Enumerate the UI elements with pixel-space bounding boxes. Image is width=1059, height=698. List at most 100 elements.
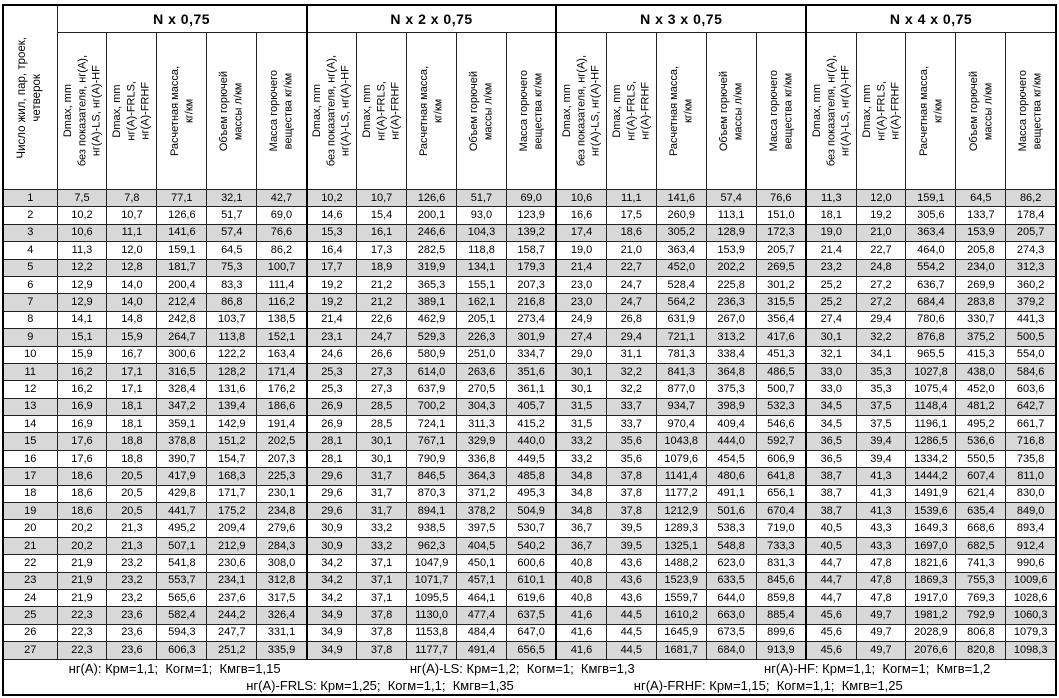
cell: 38,7 [805,484,857,504]
column-header: Объем горючей массы л/км [206,32,258,190]
cell: 57,4 [206,223,258,243]
cell: 30,1 [805,328,857,347]
cell: 450,1 [456,554,507,573]
cell: 21,2 [356,293,408,312]
cell: 16,4 [305,241,358,260]
cell: 1060,3 [1005,606,1057,625]
table-body: 1 7,5 7,8 77,1 32,1 42,7 10,2 10,7 126,6 51,7 69,0… [2,188,1057,660]
cell: 40,8 [555,554,607,573]
cell: 237,6 [206,588,258,608]
cell: 179,3 [505,258,557,277]
cell: 894,1 [406,502,457,521]
cell: 415,2 [505,415,557,434]
cell: 528,4 [655,275,707,295]
cell: 363,4 [655,241,707,260]
corner-header: Число жил, пар, троек, четверок [16,36,44,159]
cell: 40,5 [805,536,857,556]
cell: 37,1 [356,554,408,573]
cell: 29,6 [305,467,358,486]
cell: 335,9 [256,641,308,660]
cell: 305,2 [655,223,707,243]
cell: 23,2 [106,571,158,590]
cell: 163,4 [256,345,308,364]
cell: 171,4 [256,362,308,382]
cell: 32,1 [206,188,258,208]
cell: 34,2 [305,571,358,590]
row-number: 15 [2,432,58,451]
cell: 491,1 [705,484,757,504]
cell: 700,2 [406,397,457,417]
cell: 546,6 [755,415,807,434]
cell: 29,6 [305,484,358,504]
cell: 38,7 [805,502,857,521]
cell: 21,4 [805,241,857,260]
cell: 47,8 [855,571,907,590]
cell: 670,4 [755,502,807,521]
cell: 553,7 [156,571,208,590]
cell: 1071,7 [406,571,457,590]
cell: 42,7 [256,188,308,208]
cell: 15,4 [356,206,408,225]
cell: 23,2 [805,258,857,277]
column-header-label: Расчетная масса, кг/км [667,65,695,157]
cell: 7,5 [56,188,108,208]
cell: 301,9 [505,328,557,347]
cell: 212,4 [156,293,208,312]
cell: 409,4 [705,415,757,434]
cell: 495,2 [955,415,1007,434]
cell: 51,7 [456,188,507,208]
cell: 30,9 [305,536,358,556]
cell: 27,2 [855,275,907,295]
cell: 20,5 [106,467,158,486]
cell: 315,5 [755,293,807,312]
cell: 500,5 [1005,328,1057,347]
cell: 18,8 [106,449,158,469]
column-header-label: Объем горючей массы л/км [717,70,745,152]
cell: 37,1 [356,571,408,590]
cell: 69,0 [256,206,308,225]
cell: 637,5 [505,606,557,625]
cell: 668,6 [955,519,1007,538]
cell: 485,8 [505,467,557,486]
cell: 24,7 [356,328,408,347]
cell: 19,0 [555,241,607,260]
cell: 18,6 [56,502,108,521]
cell: 93,0 [456,206,507,225]
cell: 769,3 [955,588,1007,608]
cell: 1075,4 [905,380,957,399]
cell: 282,5 [406,241,457,260]
cell: 913,9 [755,641,807,660]
cell: 1130,0 [406,606,457,625]
cell: 16,7 [106,345,158,364]
cell: 606,9 [755,449,807,469]
cell: 178,4 [1005,206,1057,225]
cell: 10,7 [106,206,158,225]
cell: 29,0 [555,345,607,364]
group-header-nx2x075: N x 2 x 0,75 [305,4,557,33]
cell: 870,3 [406,484,457,504]
cell: 347,2 [156,397,208,417]
table-row: 20 20,2 21,3 495,2 209,4 279,6 30,9 33,2 938,5 39… [2,519,1057,538]
group-header-nx075: N x 0,75 [56,4,308,33]
cell: 22,3 [56,606,108,625]
cell: 1148,4 [905,397,957,417]
cell: 644,0 [705,588,757,608]
cell: 191,4 [256,415,308,434]
column-header-label: Dmax, mm нг(А)-FRLS, нг(А)-FRHF [860,81,902,141]
column-header: Dmax, mm нг(А)-FRLS, нг(А)-FRHF [106,32,158,190]
cell: 31,1 [605,345,657,364]
cell: 151,0 [755,206,807,225]
cell: 14,8 [106,310,158,330]
table-row: 23 21,9 23,2 553,7 234,1 312,8 34,2 37,1 1071,7 4… [2,571,1057,590]
cell: 153,9 [955,223,1007,243]
cell: 12,0 [106,241,158,260]
cell: 234,8 [256,502,308,521]
cell: 251,2 [206,641,258,660]
cell: 441,3 [1005,310,1057,330]
column-header: Объем горючей массы л/км [955,32,1007,190]
cell: 21,0 [855,223,907,243]
cell: 364,8 [705,362,757,382]
table-row: 14 16,9 18,1 359,1 142,9 191,4 26,9 28,5 724,1 31… [2,415,1057,434]
table-row: 9 15,1 15,9 264,7 113,8 152,1 23,1 24,7 529,3 226… [2,328,1057,347]
cell: 16,2 [56,362,108,382]
